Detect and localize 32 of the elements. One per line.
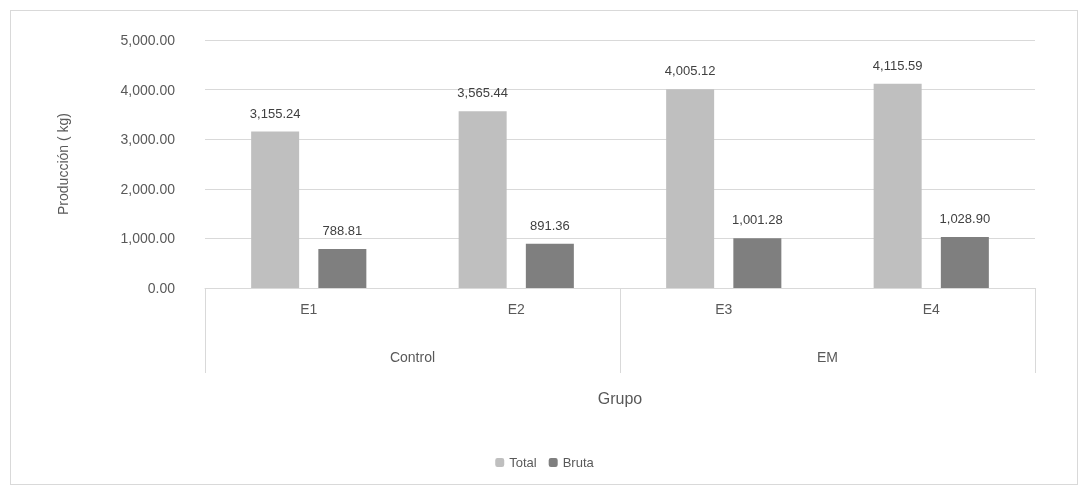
bar [873, 83, 922, 288]
y-tick-label: 2,000.00 [120, 180, 176, 197]
bar [458, 111, 507, 288]
bar [251, 131, 300, 288]
legend-label: Total [509, 455, 537, 470]
y-tick-label: 1,000.00 [120, 230, 176, 247]
x-tick-label: E2 [507, 301, 526, 317]
x-tick-label: E1 [300, 301, 318, 317]
x-tick-label: E4 [922, 301, 941, 317]
y-tick-label: 0.00 [147, 280, 176, 296]
data-label: 1,028.90 [939, 210, 991, 226]
y-tick-label: 3,000.00 [120, 131, 176, 148]
data-label: 4,115.59 [872, 57, 923, 73]
data-label: 1,001.28 [732, 212, 783, 228]
bar [525, 243, 574, 288]
bar [666, 89, 715, 288]
data-label: 891.36 [529, 217, 570, 233]
text: EM [817, 349, 838, 365]
x-tick-label: E3 [715, 301, 733, 317]
x-axis-title: Grupo [597, 389, 643, 407]
bar [940, 236, 989, 288]
data-label: 3,565.44 [457, 85, 508, 101]
bar [733, 238, 782, 288]
bar [318, 248, 367, 288]
legend-label: Bruta [562, 455, 595, 470]
data-label: 3,155.24 [249, 105, 301, 121]
y-tick-label: 4,000.00 [120, 81, 176, 98]
y-tick-label: 5,000.00 [120, 32, 176, 48]
data-label: 788.81 [322, 222, 363, 238]
data-label: 4,005.12 [664, 63, 716, 79]
y-axis-title: Producción ( kg) [55, 113, 71, 215]
text: Control [389, 349, 436, 365]
